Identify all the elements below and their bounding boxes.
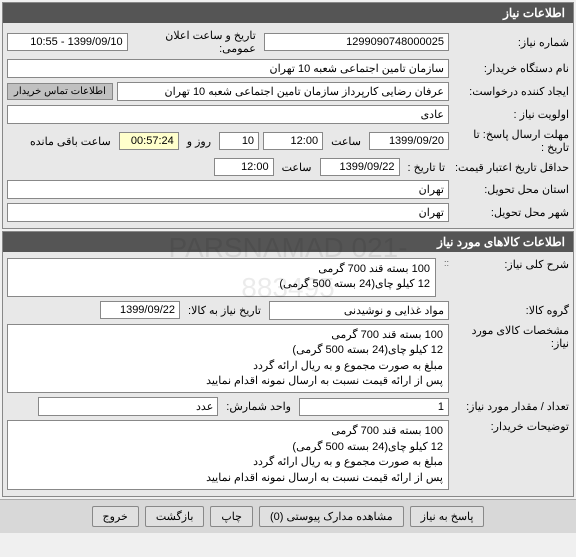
label-spec: مشخصات کالای مورد نیاز: <box>449 324 569 350</box>
label-group: گروه کالا: <box>449 304 569 317</box>
field-priority: عادی <box>7 105 449 124</box>
label-qty: تعداد / مقدار مورد نیاز: <box>449 400 569 413</box>
field-deadline-days: 10 <box>219 132 259 150</box>
label-announce-datetime: تاریخ و ساعت اعلان عمومی: <box>132 29 260 55</box>
field-deadline-time: 12:00 <box>263 132 323 150</box>
row-summary: شرح کلی نیاز: :: 100 بسته قند 700 گرمی 1… <box>7 256 569 299</box>
field-deadline-remaining: 00:57:24 <box>119 132 179 150</box>
label-validity: حداقل تاریخ اعتبار قیمت: <box>449 161 569 174</box>
label-validity-until: تا تاریخ : <box>404 161 449 174</box>
row-group: گروه کالا: مواد غذایی و نوشیدنی تاریخ نی… <box>7 299 569 322</box>
label-deadline-time: ساعت <box>327 135 365 148</box>
row-qty: تعداد / مقدار مورد نیاز: 1 واحد شمارش: ع… <box>7 395 569 418</box>
label-creator: ایجاد کننده درخواست: <box>449 85 569 98</box>
field-unit: عدد <box>38 397 218 416</box>
label-deadline-days: روز و <box>183 135 215 148</box>
back-button[interactable]: بازگشت <box>145 506 205 527</box>
button-row: پاسخ به نیاز مشاهده مدارک پیوستی (0) چاپ… <box>0 499 576 533</box>
respond-button[interactable]: پاسخ به نیاز <box>410 506 485 527</box>
field-qty: 1 <box>299 398 449 416</box>
print-button[interactable]: چاپ <box>210 506 253 527</box>
row-deadline: مهلت ارسال پاسخ: تا تاریخ : 1399/09/20 س… <box>7 126 569 156</box>
field-deadline-date: 1399/09/20 <box>369 132 449 150</box>
field-city: تهران <box>7 203 449 222</box>
field-need-date: 1399/09/22 <box>100 301 180 319</box>
row-notes: توضیحات خریدار: 100 بسته قند 700 گرمی 12… <box>7 418 569 492</box>
label-notes: توضیحات خریدار: <box>449 420 569 433</box>
field-validity-date: 1399/09/22 <box>320 158 400 176</box>
panel1-header: اطلاعات نیاز <box>3 3 573 23</box>
label-deadline-remaining: ساعت باقی مانده <box>26 135 115 148</box>
field-province: تهران <box>7 180 449 199</box>
label-unit: واحد شمارش: <box>222 400 295 413</box>
row-validity: حداقل تاریخ اعتبار قیمت: تا تاریخ : 1399… <box>7 156 569 178</box>
buyer-contact-button[interactable]: اطلاعات تماس خریدار <box>7 83 113 100</box>
row-city: شهر محل تحویل: تهران <box>7 201 569 224</box>
label-validity-time: ساعت <box>278 161 316 174</box>
row-province: استان محل تحویل: تهران <box>7 178 569 201</box>
panel2-header: اطلاعات کالاهای مورد نیاز <box>3 232 573 252</box>
row-priority: اولویت نیاز : عادی <box>7 103 569 126</box>
expand-icon[interactable]: :: <box>440 258 449 268</box>
field-announce-datetime: 1399/09/10 - 10:55 <box>7 33 128 51</box>
row-req-number: شماره نیاز: 1299090748000025 تاریخ و ساع… <box>7 27 569 57</box>
attachments-button[interactable]: مشاهده مدارک پیوستی (0) <box>259 506 404 527</box>
row-spec: مشخصات کالای مورد نیاز: 100 بسته قند 700… <box>7 322 569 396</box>
field-req-number: 1299090748000025 <box>264 33 449 51</box>
exit-button[interactable]: خروج <box>92 506 139 527</box>
field-org: سازمان تامین اجتماعی شعبه 10 تهران <box>7 59 449 78</box>
field-validity-time: 12:00 <box>214 158 274 176</box>
row-org: نام دستگاه خریدار: سازمان تامین اجتماعی … <box>7 57 569 80</box>
label-need-date: تاریخ نیاز به کالا: <box>184 304 265 317</box>
label-priority: اولویت نیاز : <box>449 108 569 121</box>
field-spec: 100 بسته قند 700 گرمی 12 کیلو چای(24 بست… <box>7 324 449 394</box>
panel2-body: شرح کلی نیاز: :: 100 بسته قند 700 گرمی 1… <box>3 252 573 496</box>
panel-need-info: اطلاعات نیاز شماره نیاز: 129909074800002… <box>2 2 574 229</box>
field-summary: 100 بسته قند 700 گرمی 12 کیلو چای(24 بست… <box>7 258 436 297</box>
panel1-body: شماره نیاز: 1299090748000025 تاریخ و ساع… <box>3 23 573 228</box>
field-group: مواد غذایی و نوشیدنی <box>269 301 449 320</box>
label-req-number: شماره نیاز: <box>449 36 569 49</box>
label-org: نام دستگاه خریدار: <box>449 62 569 75</box>
label-city: شهر محل تحویل: <box>449 206 569 219</box>
field-notes: 100 بسته قند 700 گرمی 12 کیلو چای(24 بست… <box>7 420 449 490</box>
panel-goods-info: اطلاعات کالاهای مورد نیاز شرح کلی نیاز: … <box>2 231 574 497</box>
label-province: استان محل تحویل: <box>449 183 569 196</box>
field-creator: عرفان رضایی کارپرداز سازمان تامین اجتماع… <box>117 82 449 101</box>
label-deadline: مهلت ارسال پاسخ: تا تاریخ : <box>449 128 569 154</box>
row-creator: ایجاد کننده درخواست: عرفان رضایی کارپردا… <box>7 80 569 103</box>
label-summary: شرح کلی نیاز: <box>449 258 569 271</box>
